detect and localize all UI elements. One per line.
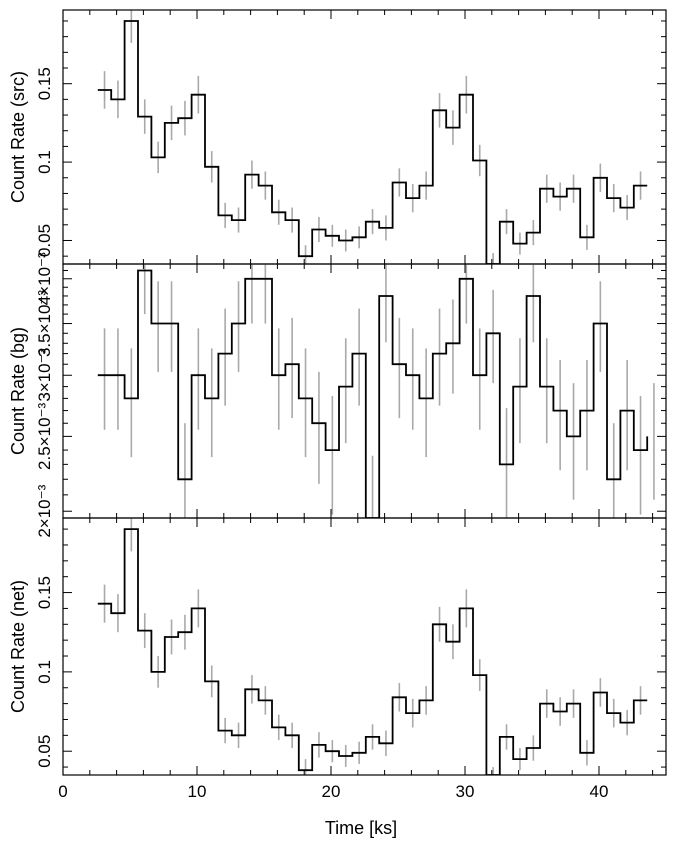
y-axis-label: Count Rate (bg) bbox=[8, 327, 28, 455]
x-tick-label: 0 bbox=[58, 782, 67, 801]
panel-frame bbox=[62, 263, 667, 519]
light-curve-step bbox=[97, 528, 648, 775]
y-tick-label: 2×10⁻³ bbox=[35, 484, 54, 537]
panel-frame bbox=[62, 9, 667, 265]
y-tick-label: 0.1 bbox=[35, 660, 54, 684]
y-axis-label: Count Rate (src) bbox=[8, 71, 28, 203]
x-tick-label: 20 bbox=[322, 782, 341, 801]
x-tick-label: 30 bbox=[456, 782, 475, 801]
x-axis-label: Time [ks] bbox=[325, 818, 397, 838]
light-curve-step bbox=[97, 269, 649, 518]
light-curve-step bbox=[97, 20, 648, 264]
y-tick-label: 0.05 bbox=[35, 224, 54, 257]
error-bars bbox=[103, 264, 655, 518]
x-tick-label: 40 bbox=[590, 782, 609, 801]
y-tick-label: 4×10⁻³ bbox=[35, 252, 54, 305]
y-tick-label: 2.5×10⁻³ bbox=[35, 403, 54, 470]
y-tick-label: 0.1 bbox=[35, 150, 54, 174]
y-axis-label: Count Rate (net) bbox=[8, 580, 28, 713]
y-tick-label: 3.5×10⁻³ bbox=[35, 290, 54, 357]
x-axis: 0 10 20 30 40 bbox=[58, 782, 608, 801]
panel-1: 0.05 0.1 0.15 Count Rate (src) bbox=[8, 9, 667, 265]
x-tick-label: 10 bbox=[188, 782, 207, 801]
error-bars bbox=[103, 10, 642, 264]
panel-3: 0.05 0.1 0.15 Count Rate (net) bbox=[8, 517, 667, 776]
y-tick-label: 0.15 bbox=[35, 576, 54, 609]
y-tick-label: 0.05 bbox=[35, 735, 54, 768]
panel-2: 2×10⁻³ 2.5×10⁻³ 3×10⁻³3.5×10⁻³4×10⁻³ Count … bbox=[8, 252, 667, 538]
y-tick-label: 3×10⁻³ bbox=[35, 348, 54, 401]
panel-frame bbox=[62, 517, 667, 776]
y-tick-label: 0.15 bbox=[35, 67, 54, 100]
